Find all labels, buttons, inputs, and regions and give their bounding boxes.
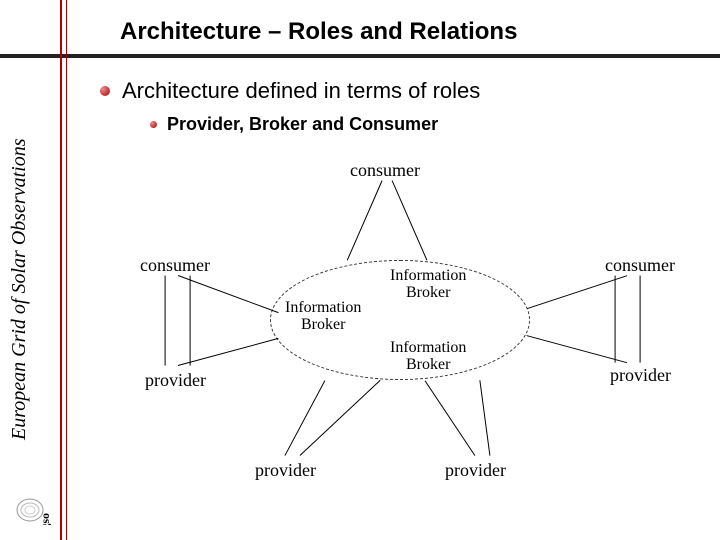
- connector-line: [639, 276, 640, 363]
- vertical-rule-inner: [66, 0, 67, 540]
- vertical-rule-outer: [60, 0, 62, 540]
- connector-line: [479, 381, 490, 456]
- bullet-level-1: Architecture defined in terms of roles: [100, 78, 480, 104]
- architecture-diagram: consumer consumer consumer provider provider…: [80, 140, 700, 520]
- connector-line: [284, 380, 325, 456]
- consumer-label-left: consumer: [140, 255, 210, 276]
- connector-line: [527, 335, 627, 363]
- connector-line: [178, 338, 278, 366]
- provider-label-bottom-right: provider: [445, 460, 506, 481]
- svg-text:egso: egso: [38, 513, 52, 525]
- horizontal-rule: [0, 54, 720, 58]
- connector-line: [300, 380, 381, 456]
- connector-line: [391, 180, 427, 260]
- bullet-2-text: Provider, Broker and Consumer: [167, 114, 438, 135]
- connector-line: [346, 180, 382, 260]
- logo: egso: [15, 495, 55, 525]
- connector-line: [527, 275, 627, 309]
- broker-label-bottom: InformationBroker: [390, 340, 466, 374]
- consumer-label-right: consumer: [605, 255, 675, 276]
- bullet-1-text: Architecture defined in terms of roles: [122, 78, 480, 104]
- provider-label-bottom-left: provider: [255, 460, 316, 481]
- broker-label-left: InformationBroker: [285, 300, 361, 334]
- connector-line: [164, 276, 165, 366]
- bullet-level-2: Provider, Broker and Consumer: [150, 114, 438, 135]
- broker-label-center: InformationBroker: [390, 268, 466, 302]
- connector-line: [189, 276, 190, 366]
- connector-line: [425, 380, 476, 456]
- bullet-icon: [100, 86, 110, 96]
- provider-label-left: provider: [145, 370, 206, 391]
- page-title: Architecture – Roles and Relations: [120, 18, 700, 46]
- provider-label-right: provider: [610, 365, 671, 386]
- bullet-icon: [150, 121, 157, 128]
- consumer-label-top: consumer: [350, 160, 420, 181]
- sidebar-title: European Grid of Solar Observations: [8, 139, 31, 440]
- connector-line: [178, 275, 278, 313]
- connector-line: [614, 276, 615, 363]
- title-bar: Architecture – Roles and Relations: [120, 18, 700, 46]
